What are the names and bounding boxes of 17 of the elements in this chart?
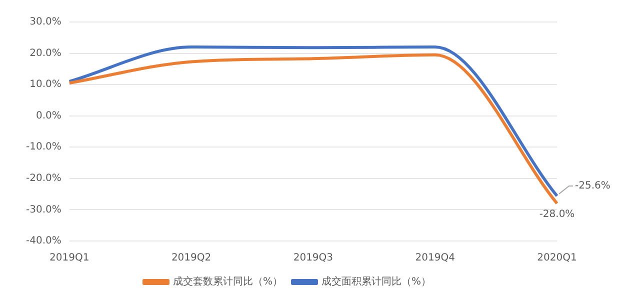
y-tick-label: 0.0% — [36, 110, 62, 122]
y-tick-label: 30.0% — [30, 16, 62, 28]
y-tick-label: -40.0% — [26, 236, 62, 247]
legend-label: 成交面积累计同比（%） — [322, 276, 432, 288]
y-tick-label: -10.0% — [26, 142, 62, 153]
y-tick-label: -20.0% — [26, 173, 62, 184]
data-label: -25.6% — [575, 180, 610, 192]
data-label: -28.0% — [539, 209, 575, 220]
x-tick-label: 2019Q3 — [293, 252, 334, 264]
x-tick-label: 2019Q4 — [415, 252, 455, 264]
y-tick-label: 10.0% — [30, 79, 62, 90]
y-tick-label: -30.0% — [26, 204, 62, 216]
legend-label: 成交套数累计同比（%） — [173, 276, 283, 288]
y-tick-label: 20.0% — [30, 48, 62, 59]
x-tick-label: 2019Q1 — [50, 252, 90, 264]
x-tick-label: 2019Q2 — [171, 252, 212, 264]
x-tick-label: 2020Q1 — [537, 252, 577, 264]
